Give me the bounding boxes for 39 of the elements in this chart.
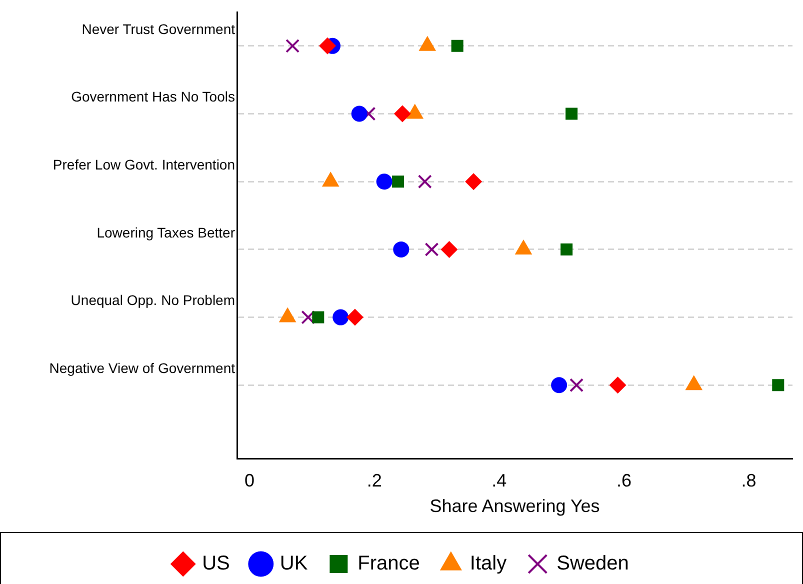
y-tick-label: Government Has No Tools: [71, 88, 235, 105]
point: [609, 376, 626, 394]
point: [332, 309, 349, 326]
point: [394, 105, 411, 122]
point: [465, 173, 482, 190]
legend-label: UK: [280, 552, 308, 575]
x-tick-label: .2: [366, 470, 382, 491]
point: [551, 377, 568, 394]
x-tick-label: .4: [492, 470, 507, 491]
point: [376, 174, 392, 190]
point: [424, 242, 439, 256]
point: [392, 176, 404, 188]
point: [440, 240, 458, 258]
legend-label: Italy: [470, 552, 507, 575]
x-tick-label: .6: [616, 470, 632, 491]
x-axis-title: Share Answering Yes: [430, 496, 600, 516]
x-tick-label: .8: [741, 470, 756, 491]
point: [351, 106, 368, 122]
x-tick-label: 0: [244, 470, 254, 491]
y-tick-label: Prefer Low Govt. Intervention: [52, 156, 235, 172]
y-tick-label: Unequal Opp. No Problem: [70, 292, 235, 308]
point: [301, 310, 316, 324]
point: [418, 174, 432, 189]
point: [286, 38, 300, 53]
point: [566, 108, 578, 120]
y-tick-label: Lowering Taxes Better: [96, 224, 236, 240]
y-tick-label: Negative View of Government: [49, 360, 236, 376]
point: [451, 40, 464, 52]
point: [772, 379, 784, 392]
point: [560, 243, 573, 256]
point: [346, 308, 364, 326]
point: [393, 241, 410, 258]
point: [319, 37, 336, 54]
legend-label: Sweden: [556, 552, 629, 575]
legend-label: US: [202, 552, 230, 575]
point: [570, 378, 584, 392]
point: [312, 311, 324, 324]
legend-label: France: [358, 552, 420, 575]
y-tick-label: Never Trust Government: [82, 20, 236, 37]
